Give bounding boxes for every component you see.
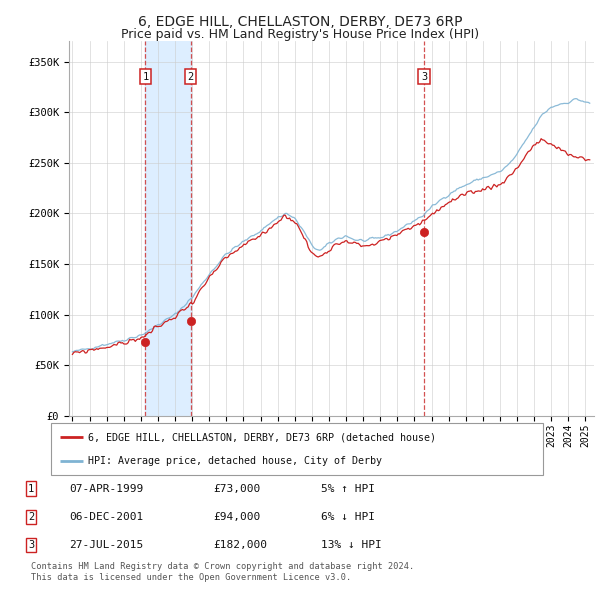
Text: £73,000: £73,000 [213, 484, 260, 493]
Text: 27-JUL-2015: 27-JUL-2015 [69, 540, 143, 550]
Text: 1: 1 [28, 484, 34, 493]
Text: 1: 1 [142, 72, 149, 82]
Text: 3: 3 [28, 540, 34, 550]
Bar [145, 41, 191, 416]
Text: 13% ↓ HPI: 13% ↓ HPI [321, 540, 382, 550]
Text: 3: 3 [421, 72, 427, 82]
Text: 2: 2 [28, 512, 34, 522]
Text: £182,000: £182,000 [213, 540, 267, 550]
Text: 2: 2 [188, 72, 194, 82]
Text: 6, EDGE HILL, CHELLASTON, DERBY, DE73 6RP (detached house): 6, EDGE HILL, CHELLASTON, DERBY, DE73 6R… [88, 432, 436, 442]
Text: 6% ↓ HPI: 6% ↓ HPI [321, 512, 375, 522]
Text: HPI: Average price, detached house, City of Derby: HPI: Average price, detached house, City… [88, 456, 382, 466]
Text: 06-DEC-2001: 06-DEC-2001 [69, 512, 143, 522]
Text: Price paid vs. HM Land Registry's House Price Index (HPI): Price paid vs. HM Land Registry's House … [121, 28, 479, 41]
Text: Contains HM Land Registry data © Crown copyright and database right 2024.
This d: Contains HM Land Registry data © Crown c… [31, 562, 415, 582]
Text: 5% ↑ HPI: 5% ↑ HPI [321, 484, 375, 493]
Text: £94,000: £94,000 [213, 512, 260, 522]
Text: 07-APR-1999: 07-APR-1999 [69, 484, 143, 493]
Text: 6, EDGE HILL, CHELLASTON, DERBY, DE73 6RP: 6, EDGE HILL, CHELLASTON, DERBY, DE73 6R… [138, 15, 462, 30]
